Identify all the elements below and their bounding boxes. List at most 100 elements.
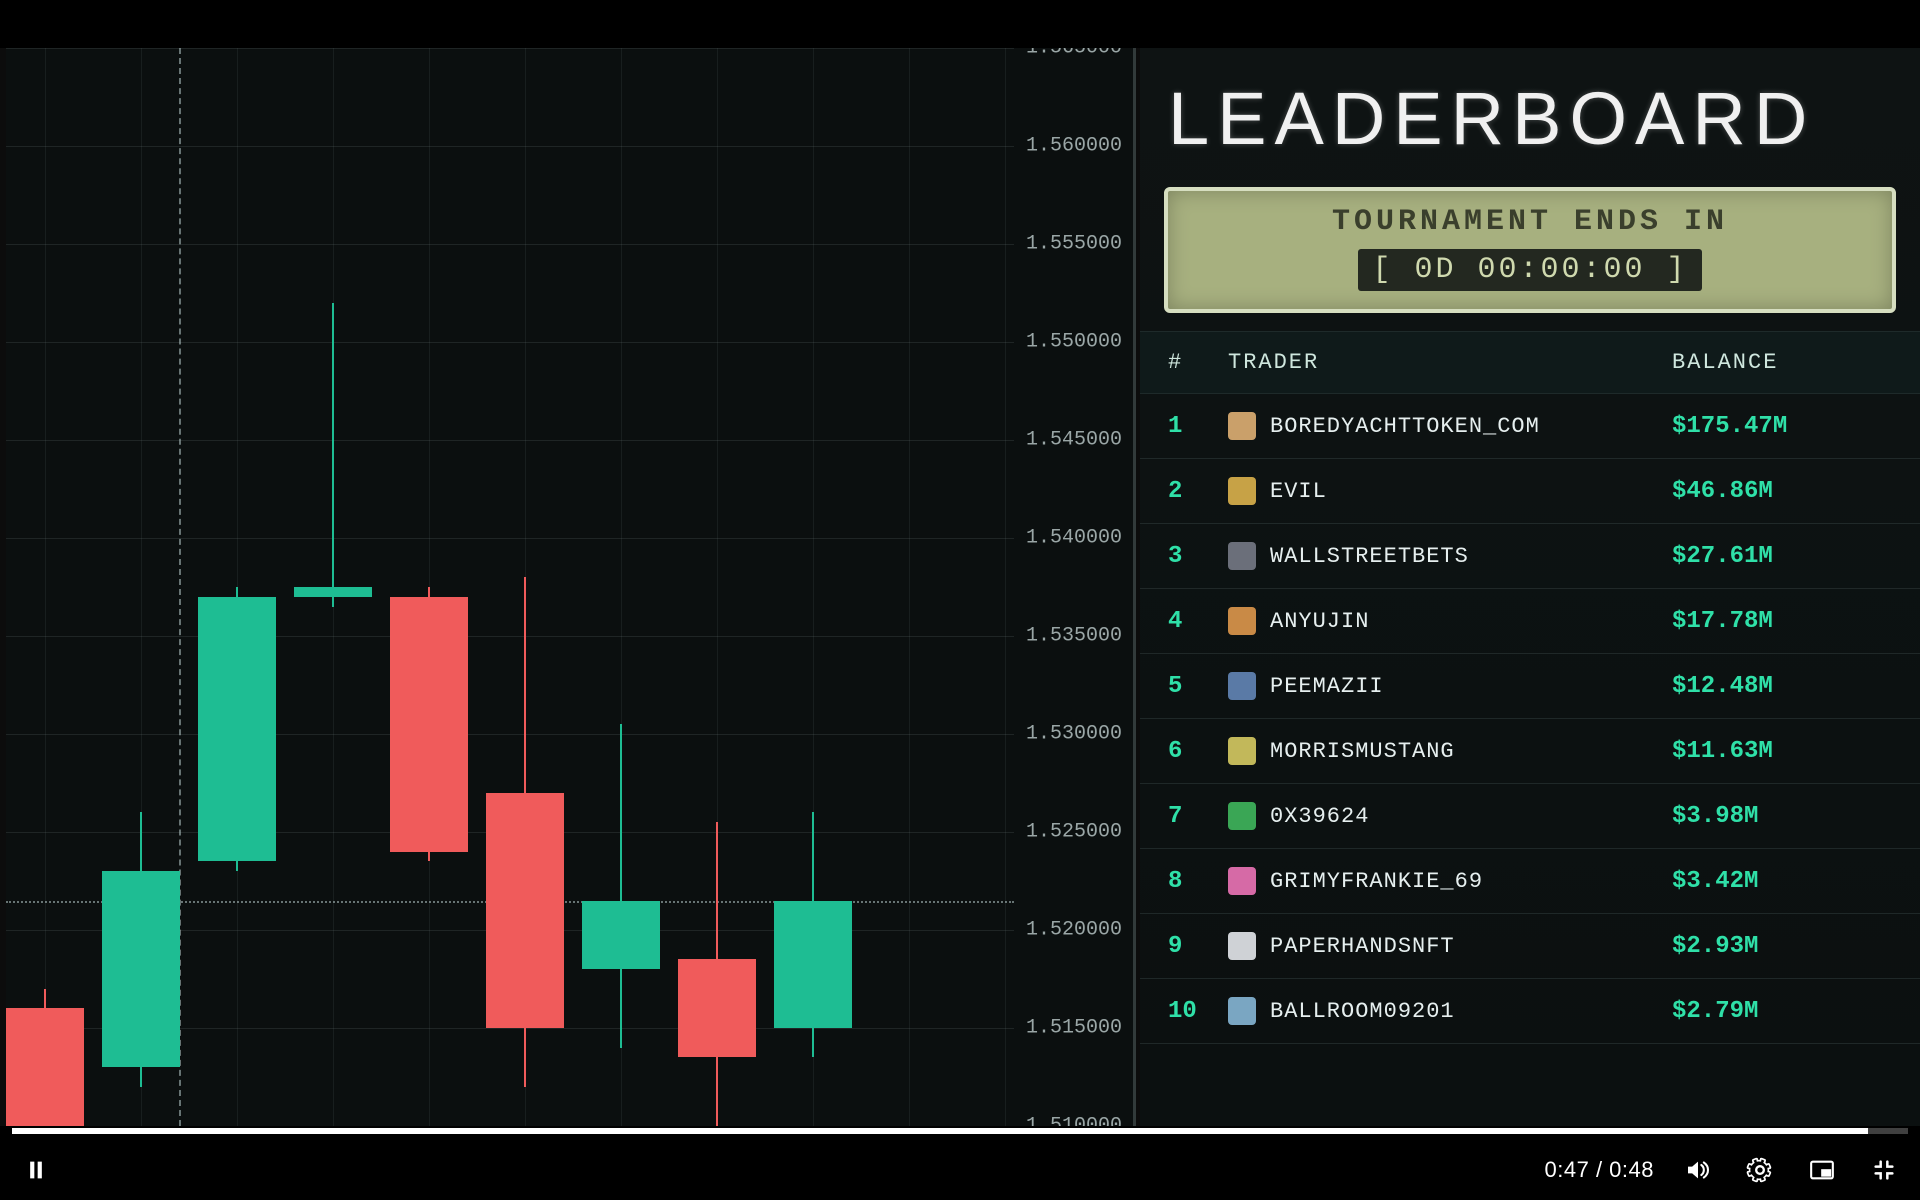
- candle: [486, 48, 564, 1126]
- row-rank: 6: [1168, 738, 1228, 765]
- candle: [678, 48, 756, 1126]
- candle-body: [294, 587, 372, 597]
- trader-name: MORRISMUSTANG: [1270, 739, 1455, 764]
- leaderboard-row[interactable]: 1BOREDYACHTTOKEN_COM$175.47M: [1140, 394, 1920, 459]
- video-controls: 0:47 / 0:48: [0, 1140, 1920, 1200]
- gear-icon: [1745, 1155, 1775, 1185]
- chart-vgridline: [1005, 48, 1006, 1126]
- row-rank: 4: [1168, 608, 1228, 635]
- row-rank: 3: [1168, 543, 1228, 570]
- header-trader: TRADER: [1228, 350, 1672, 375]
- row-trader: BALLROOM09201: [1228, 997, 1672, 1025]
- y-axis-label: 1.530000: [1014, 723, 1134, 746]
- leaderboard-row[interactable]: 7 0X39624 $3.98M: [1140, 784, 1920, 849]
- header-balance: BALANCE: [1672, 350, 1892, 375]
- leaderboard-row[interactable]: 6 MORRISMUSTANG $11.63M: [1140, 719, 1920, 784]
- video-progress-fill: [12, 1128, 1868, 1134]
- row-rank: 1: [1168, 413, 1228, 440]
- avatar: [1228, 737, 1256, 765]
- row-balance: $3.42M: [1672, 868, 1892, 895]
- video-time: 0:47 / 0:48: [1545, 1157, 1655, 1183]
- chart-y-axis: 1.5650001.5600001.5550001.5500001.545000…: [1014, 48, 1134, 1126]
- trader-name: EVIL: [1270, 479, 1327, 504]
- row-trader: PAPERHANDSNFT: [1228, 932, 1672, 960]
- leaderboard-row[interactable]: 5 PEEMAZII $12.48M: [1140, 654, 1920, 719]
- leaderboard-row[interactable]: 9 PAPERHANDSNFT $2.93M: [1140, 914, 1920, 979]
- candle-body: [582, 901, 660, 970]
- timer-value: [ 0D 00:00:00 ]: [1358, 249, 1701, 291]
- candle-wick: [332, 303, 334, 607]
- time-separator: /: [1589, 1157, 1609, 1182]
- y-axis-label: 1.510000: [1014, 1115, 1134, 1127]
- y-axis-label: 1.540000: [1014, 527, 1134, 550]
- row-trader: ANYUJIN: [1228, 607, 1672, 635]
- candle-wick: [620, 724, 622, 1047]
- panel-divider: [1133, 48, 1136, 1126]
- candle: [582, 48, 660, 1126]
- tournament-timer: TOURNAMENT ENDS IN [ 0D 00:00:00 ]: [1164, 187, 1896, 313]
- avatar: [1228, 932, 1256, 960]
- candle-body: [678, 959, 756, 1057]
- leaderboard-row[interactable]: 3WALLSTREETBETS$27.61M: [1140, 524, 1920, 589]
- avatar: [1228, 412, 1256, 440]
- chart-plot: [6, 48, 1014, 1126]
- candle: [390, 48, 468, 1126]
- pip-icon: [1807, 1155, 1837, 1185]
- row-trader: GRIMYFRANKIE_69: [1228, 867, 1672, 895]
- candle-body: [486, 793, 564, 1028]
- row-balance: $46.86M: [1672, 478, 1892, 505]
- video-progress-bar[interactable]: [12, 1128, 1908, 1134]
- row-rank: 10: [1168, 998, 1228, 1025]
- exit-fullscreen-button[interactable]: [1866, 1152, 1902, 1188]
- trader-name: 0X39624: [1270, 804, 1369, 829]
- avatar: [1228, 542, 1256, 570]
- candle: [294, 48, 372, 1126]
- avatar: [1228, 802, 1256, 830]
- pip-button[interactable]: [1804, 1152, 1840, 1188]
- pause-icon: [21, 1155, 51, 1185]
- row-balance: $12.48M: [1672, 673, 1892, 700]
- leaderboard-row[interactable]: 4 ANYUJIN $17.78M: [1140, 589, 1920, 654]
- row-rank: 7: [1168, 803, 1228, 830]
- row-balance: $11.63M: [1672, 738, 1892, 765]
- row-rank: 8: [1168, 868, 1228, 895]
- row-rank: 9: [1168, 933, 1228, 960]
- candle-body: [102, 871, 180, 1067]
- row-trader: MORRISMUSTANG: [1228, 737, 1672, 765]
- y-axis-label: 1.545000: [1014, 429, 1134, 452]
- candle: [198, 48, 276, 1126]
- leaderboard-row[interactable]: 2EVIL$46.86M: [1140, 459, 1920, 524]
- y-axis-label: 1.520000: [1014, 919, 1134, 942]
- row-balance: $175.47M: [1672, 413, 1892, 440]
- row-balance: $3.98M: [1672, 803, 1892, 830]
- trader-name: ANYUJIN: [1270, 609, 1369, 634]
- candle-body: [198, 597, 276, 862]
- trader-name: PAPERHANDSNFT: [1270, 934, 1455, 959]
- y-axis-label: 1.565000: [1014, 48, 1134, 60]
- avatar: [1228, 672, 1256, 700]
- settings-button[interactable]: [1742, 1152, 1778, 1188]
- volume-icon: [1683, 1155, 1713, 1185]
- trader-name: PEEMAZII: [1270, 674, 1384, 699]
- chart-vgridline: [909, 48, 910, 1126]
- volume-button[interactable]: [1680, 1152, 1716, 1188]
- leaderboard-title: LEADERBOARD: [1140, 48, 1920, 179]
- row-rank: 5: [1168, 673, 1228, 700]
- trader-name: BALLROOM09201: [1270, 999, 1455, 1024]
- row-trader: EVIL: [1228, 477, 1672, 505]
- leaderboard-panel: LEADERBOARD TOURNAMENT ENDS IN [ 0D 00:0…: [1140, 48, 1920, 1126]
- avatar: [1228, 477, 1256, 505]
- pause-button[interactable]: [18, 1152, 54, 1188]
- y-axis-label: 1.515000: [1014, 1017, 1134, 1040]
- duration: 0:48: [1609, 1157, 1654, 1182]
- leaderboard-row[interactable]: 8GRIMYFRANKIE_69$3.42M: [1140, 849, 1920, 914]
- header-rank: #: [1168, 350, 1228, 375]
- row-balance: $2.93M: [1672, 933, 1892, 960]
- leaderboard-header: # TRADER BALANCE: [1140, 331, 1920, 394]
- current-time: 0:47: [1545, 1157, 1590, 1182]
- leaderboard-row[interactable]: 10BALLROOM09201$2.79M: [1140, 979, 1920, 1044]
- row-trader: 0X39624: [1228, 802, 1672, 830]
- candle: [102, 48, 180, 1126]
- row-balance: $17.78M: [1672, 608, 1892, 635]
- y-axis-label: 1.535000: [1014, 625, 1134, 648]
